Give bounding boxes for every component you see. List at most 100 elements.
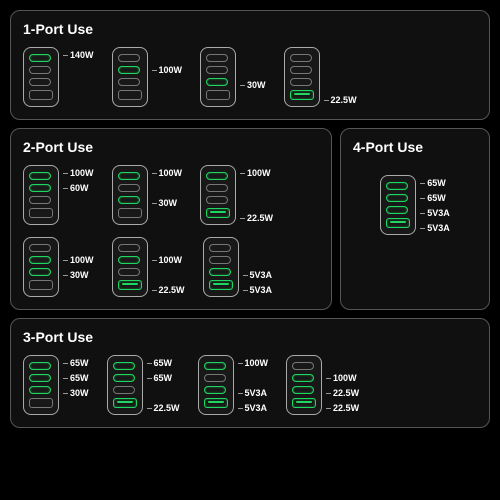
port-label: 30W <box>240 79 266 91</box>
usb-a-port <box>292 398 316 408</box>
charger-unit: ——30W— <box>200 47 266 107</box>
charger-grid-2port: 100W60W——100W—30W—100W——22.5W—100W30W——1… <box>23 165 319 297</box>
charger-body <box>112 237 148 297</box>
charger-unit: —100W—— <box>112 47 183 107</box>
usb-c-port <box>118 54 140 62</box>
usb-c-port <box>204 386 226 394</box>
usb-c-port <box>29 244 51 252</box>
port-label: 65W <box>147 372 180 384</box>
labels-col: 65W65W—22.5W <box>147 357 180 414</box>
usb-c-port <box>292 386 314 394</box>
usb-c-port <box>204 374 226 382</box>
port-label: 65W <box>63 372 89 384</box>
charger-body <box>23 355 59 415</box>
usb-c-port <box>118 78 140 86</box>
charger-unit: 100W——22.5W <box>200 165 273 225</box>
usb-c-port <box>209 256 231 264</box>
usb-c-port <box>113 374 135 382</box>
port-label: 30W <box>63 269 94 281</box>
charger-body <box>284 47 320 107</box>
usb-a-port <box>29 398 53 408</box>
usb-c-port <box>29 268 51 276</box>
usb-c-port <box>206 172 228 180</box>
charger-unit: 65W65W5V3A5V3A <box>380 175 450 235</box>
usb-a-port <box>204 398 228 408</box>
charger-body <box>198 355 234 415</box>
port-label: 22.5W <box>326 402 359 414</box>
labels-col: —100W—— <box>152 49 183 106</box>
charger-body <box>200 47 236 107</box>
port-label: 100W <box>152 64 183 76</box>
port-label: 65W <box>420 192 450 204</box>
port-label: 100W <box>152 254 185 266</box>
port-label: 100W <box>240 167 273 179</box>
port-label: 100W <box>63 254 94 266</box>
charger-unit: 100W60W—— <box>23 165 94 225</box>
port-label: 65W <box>63 357 89 369</box>
charger-unit: ———22.5W <box>284 47 357 107</box>
port-label: 5V3A <box>420 222 450 234</box>
labels-col: ———22.5W <box>324 49 357 106</box>
charger-body <box>107 355 143 415</box>
panel-title: 2-Port Use <box>23 139 319 155</box>
usb-a-port <box>209 280 233 290</box>
charger-unit: 100W—30W— <box>112 165 183 225</box>
usb-a-port <box>118 90 142 100</box>
usb-c-port <box>206 184 228 192</box>
usb-c-port <box>386 194 408 202</box>
usb-c-port <box>206 196 228 204</box>
usb-c-port <box>118 172 140 180</box>
labels-col: —100W30W— <box>63 239 94 296</box>
labels-col: —100W22.5W22.5W <box>326 357 359 414</box>
charger-body <box>23 47 59 107</box>
usb-c-port <box>29 66 51 74</box>
usb-a-port <box>206 90 230 100</box>
labels-col: 100W60W—— <box>63 167 94 224</box>
port-label: 22.5W <box>152 284 185 296</box>
labels-col: 100W—5V3A5V3A <box>238 357 269 414</box>
port-label: 65W <box>147 357 180 369</box>
charger-body <box>23 237 59 297</box>
panel-1port: 1-Port Use 140W————100W————30W————22.5W <box>10 10 490 120</box>
charger-unit: ——5V3A5V3A <box>203 237 273 297</box>
usb-a-port <box>290 90 314 100</box>
charger-unit: —100W22.5W22.5W <box>286 355 359 415</box>
usb-c-port <box>118 256 140 264</box>
charger-body <box>112 47 148 107</box>
usb-a-port <box>386 218 410 228</box>
port-label: 22.5W <box>240 212 273 224</box>
charger-body <box>203 237 239 297</box>
port-label: 22.5W <box>324 94 357 106</box>
port-label: 5V3A <box>238 387 269 399</box>
usb-c-port <box>206 54 228 62</box>
charger-unit: 65W65W30W— <box>23 355 89 415</box>
usb-c-port <box>29 184 51 192</box>
usb-a-port <box>118 208 142 218</box>
charger-unit: —100W—22.5W <box>112 237 185 297</box>
port-label: 100W <box>152 167 183 179</box>
panel-3port: 3-Port Use 65W65W30W—65W65W—22.5W100W—5V… <box>10 318 490 428</box>
charger-unit: 100W—5V3A5V3A <box>198 355 269 415</box>
panel-title: 1-Port Use <box>23 21 477 37</box>
usb-c-port <box>206 66 228 74</box>
charger-body <box>380 175 416 235</box>
usb-c-port <box>386 206 408 214</box>
usb-c-port <box>29 196 51 204</box>
port-label: 140W <box>63 49 94 61</box>
usb-c-port <box>118 244 140 252</box>
usb-a-port <box>29 208 53 218</box>
port-label: 100W <box>63 167 94 179</box>
usb-a-port <box>29 90 53 100</box>
labels-col: 100W——22.5W <box>240 167 273 224</box>
usb-c-port <box>29 172 51 180</box>
port-label: 30W <box>152 197 183 209</box>
usb-c-port <box>209 268 231 276</box>
usb-c-port <box>209 244 231 252</box>
usb-a-port <box>206 208 230 218</box>
labels-col: —100W—22.5W <box>152 239 185 296</box>
port-label: 5V3A <box>243 269 273 281</box>
usb-c-port <box>29 362 51 370</box>
port-label: 5V3A <box>420 207 450 219</box>
panel-title: 4-Port Use <box>353 139 477 155</box>
charger-body <box>286 355 322 415</box>
